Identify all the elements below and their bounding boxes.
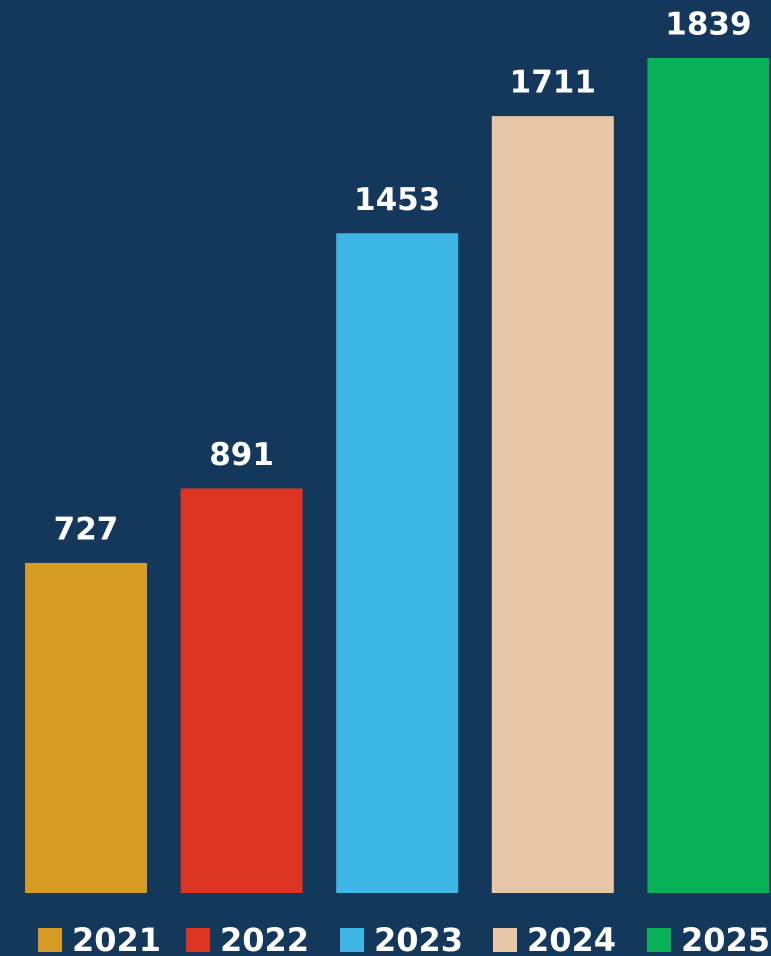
value-label: 891 (209, 437, 274, 473)
bar (180, 488, 303, 893)
legend-swatch (38, 928, 62, 952)
legend-swatch (493, 928, 517, 952)
bar (491, 116, 614, 894)
value-label: 1453 (354, 182, 440, 218)
legend-swatch (186, 928, 210, 952)
bar (25, 562, 147, 893)
value-label: 1839 (665, 7, 751, 43)
value-label: 727 (54, 511, 119, 547)
value-label: 1711 (510, 65, 596, 101)
legend-label: 2022 (220, 921, 309, 956)
legend-label: 2024 (527, 921, 616, 956)
legend-label: 2023 (374, 921, 463, 956)
bar (336, 233, 459, 893)
legend-label: 2025 (681, 921, 770, 956)
bar (647, 58, 770, 893)
legend-label: 2021 (72, 921, 161, 956)
legend-swatch (340, 928, 364, 952)
legend-swatch (647, 928, 671, 952)
